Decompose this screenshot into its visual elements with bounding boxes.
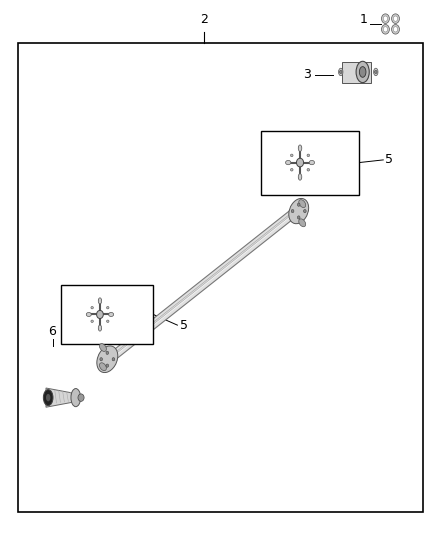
Circle shape	[383, 27, 388, 32]
Circle shape	[383, 16, 388, 21]
Ellipse shape	[97, 346, 118, 373]
Ellipse shape	[109, 312, 113, 317]
Ellipse shape	[91, 306, 93, 309]
Text: 4: 4	[136, 312, 143, 322]
Ellipse shape	[298, 174, 302, 180]
Circle shape	[304, 209, 306, 213]
Ellipse shape	[356, 61, 369, 83]
Text: 4: 4	[342, 144, 349, 154]
Ellipse shape	[106, 320, 109, 322]
Ellipse shape	[297, 158, 304, 167]
Circle shape	[106, 351, 109, 354]
Ellipse shape	[110, 313, 113, 316]
Bar	[261, 131, 359, 195]
Ellipse shape	[307, 168, 310, 171]
Circle shape	[112, 358, 115, 361]
Ellipse shape	[106, 306, 109, 309]
Ellipse shape	[299, 176, 301, 179]
Ellipse shape	[299, 146, 301, 149]
Ellipse shape	[298, 145, 302, 151]
Polygon shape	[110, 209, 296, 361]
Ellipse shape	[98, 298, 102, 304]
Circle shape	[297, 216, 300, 219]
Ellipse shape	[98, 325, 102, 331]
Ellipse shape	[381, 14, 389, 23]
Ellipse shape	[290, 168, 293, 171]
Ellipse shape	[99, 363, 106, 370]
Circle shape	[78, 394, 84, 401]
Ellipse shape	[97, 310, 103, 319]
Circle shape	[393, 27, 398, 32]
Bar	[18, 43, 423, 512]
Ellipse shape	[286, 160, 291, 165]
Text: 6: 6	[49, 326, 57, 338]
Ellipse shape	[290, 154, 293, 157]
Ellipse shape	[286, 161, 289, 164]
Ellipse shape	[289, 198, 309, 224]
Circle shape	[106, 364, 109, 367]
Ellipse shape	[309, 160, 314, 165]
Ellipse shape	[43, 390, 53, 406]
Ellipse shape	[381, 25, 389, 34]
Polygon shape	[46, 388, 74, 407]
Text: 2: 2	[200, 13, 208, 26]
Ellipse shape	[374, 68, 378, 76]
Circle shape	[374, 70, 377, 74]
Bar	[61, 285, 153, 344]
Circle shape	[297, 203, 300, 206]
Ellipse shape	[99, 344, 106, 351]
Ellipse shape	[46, 394, 50, 401]
FancyBboxPatch shape	[342, 62, 371, 83]
Ellipse shape	[359, 67, 366, 77]
Ellipse shape	[339, 68, 343, 76]
Circle shape	[291, 209, 294, 213]
Circle shape	[100, 358, 102, 361]
Ellipse shape	[392, 25, 399, 34]
Text: 3: 3	[303, 68, 311, 81]
Ellipse shape	[99, 327, 101, 330]
Ellipse shape	[87, 313, 89, 316]
Ellipse shape	[299, 219, 306, 227]
Ellipse shape	[71, 389, 81, 407]
Ellipse shape	[307, 154, 310, 157]
Ellipse shape	[99, 299, 101, 302]
Text: 1: 1	[360, 13, 367, 26]
Ellipse shape	[299, 200, 306, 207]
Ellipse shape	[86, 312, 91, 317]
Ellipse shape	[392, 14, 399, 23]
Circle shape	[339, 70, 342, 74]
Ellipse shape	[91, 320, 93, 322]
Text: 5: 5	[385, 154, 393, 166]
Ellipse shape	[311, 161, 314, 164]
Text: 5: 5	[180, 319, 187, 332]
Circle shape	[393, 16, 398, 21]
